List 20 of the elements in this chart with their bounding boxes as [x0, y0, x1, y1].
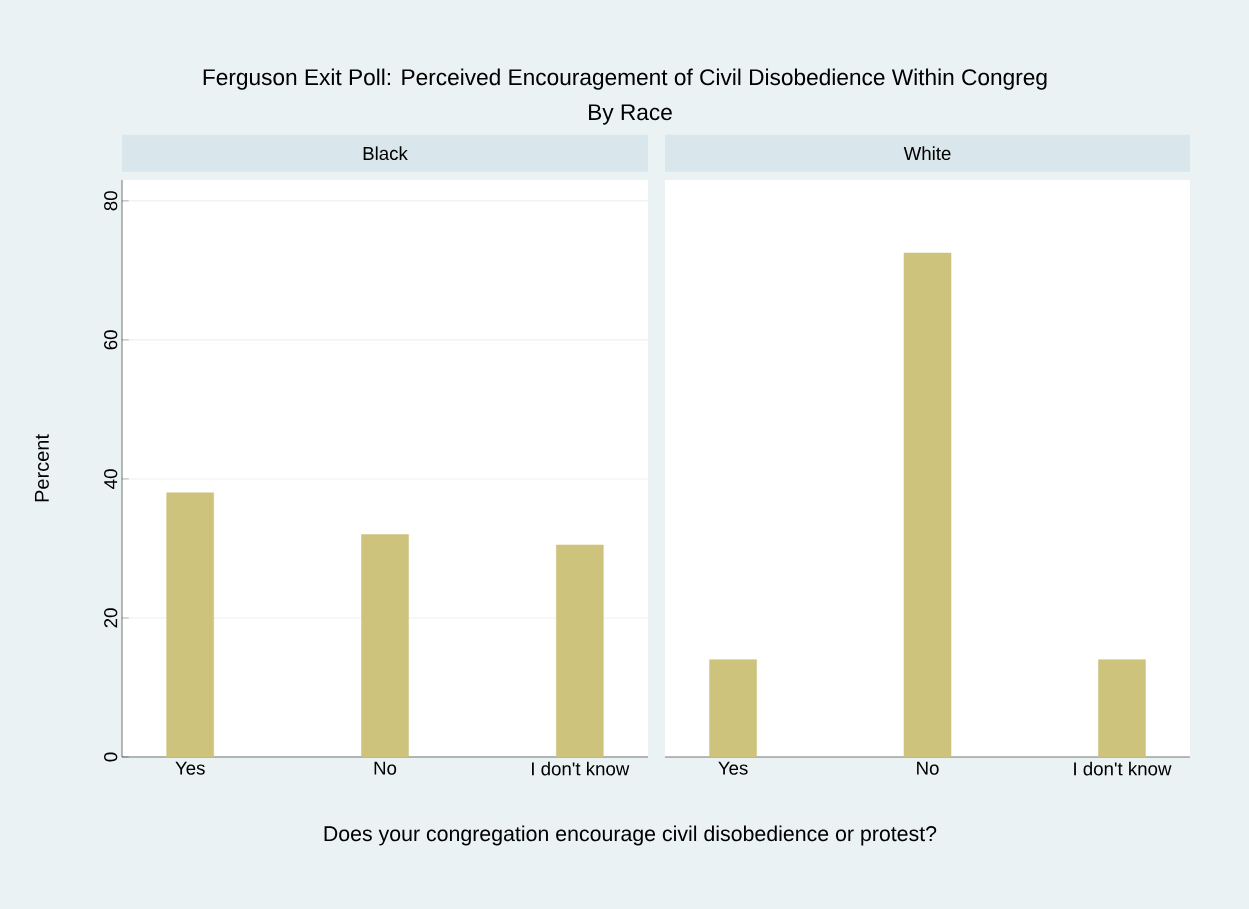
x-tick-label: Yes [175, 761, 205, 775]
y-tick-label: 80 [104, 191, 118, 211]
x-tick-label: I don't know [532, 761, 630, 776]
x-tick-label: No [917, 761, 939, 775]
bar [361, 534, 409, 758]
text: By Race [589, 104, 672, 125]
y-tick-label: 40 [104, 469, 118, 489]
bar [166, 492, 214, 758]
y-axis-title: Percent [34, 434, 49, 502]
chart-title: White [903, 146, 951, 161]
y-tick-label: 0 [104, 752, 118, 762]
y-tick-label: 60 [104, 330, 118, 350]
x-tick-label: No [374, 761, 397, 775]
x-tick-label: I don't know [1074, 761, 1172, 776]
y-tick-label: 20 [104, 608, 118, 628]
chart-title: Black [363, 146, 408, 161]
bar [556, 544, 604, 758]
x-axis-title: Does your congregation encourage civil disobedience or protest? [324, 825, 937, 846]
x-tick-label: Yes [718, 761, 748, 775]
text: Ferguson Exit Poll: Perceived Encouragement of Civil Disobedience Within Congreg [203, 68, 1047, 90]
